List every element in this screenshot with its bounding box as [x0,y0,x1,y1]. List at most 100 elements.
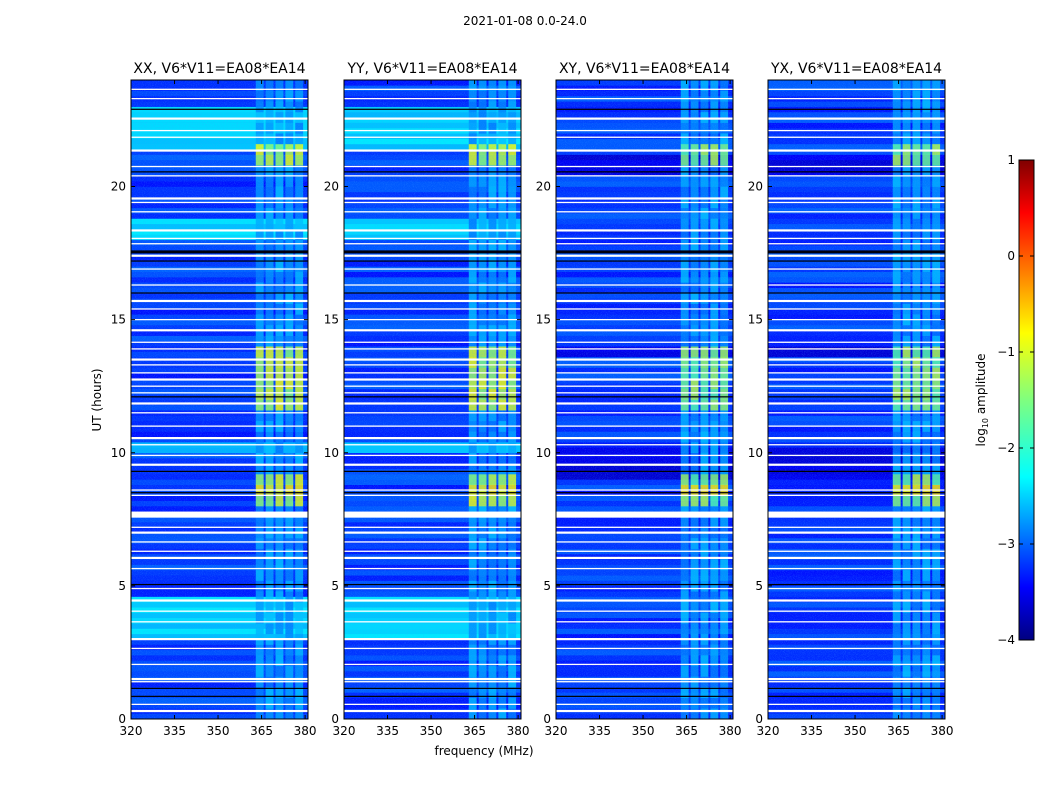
flagged-row [344,358,521,361]
flagged-row [556,284,733,286]
x-tick-label: 320 [120,724,143,738]
flagged-row [131,454,308,457]
noise-overlay [768,80,945,719]
dark-block [131,250,308,254]
colorbar-tick-label: −1 [997,345,1015,359]
flagged-row [556,444,733,446]
flagged-row [344,709,521,713]
flagged-row [768,364,945,366]
flagged-row [556,463,733,466]
flagged-row [556,243,733,245]
flagged-row [768,299,945,303]
flagged-row [131,638,308,641]
separator-row [344,470,521,472]
separator-row [556,687,733,689]
flagged-row [556,348,733,350]
flagged-row [768,165,945,168]
flagged-row [556,175,733,177]
flagged-row [556,556,733,560]
flagged-row [768,647,945,650]
separator-row [344,583,521,586]
panel-yx: YX, V6*V11=EA08*EA14 320 335 350 365 380 0 5 10 1… [748,61,954,738]
y-tick-label: 10 [111,446,126,460]
separator-row [131,583,308,586]
dark-block [344,250,521,254]
x-tick-label: 320 [757,724,780,738]
flagged-row [556,599,733,602]
separator-row [556,695,733,697]
flagged-row [344,494,521,496]
flagged-row [556,211,733,213]
panel-frame [555,79,734,720]
y-tick-label: 15 [111,313,126,327]
flagged-row [344,599,521,602]
flagged-row [768,358,945,361]
flagged-row [556,703,733,706]
flagged-row [344,437,521,440]
y-tick-label: 20 [111,180,126,194]
flagged-row [131,318,308,321]
colorbar-label: log10 amplitude [974,354,990,447]
flagged-row [344,243,521,245]
flagged-row [768,117,945,120]
flagged-row [768,444,945,446]
separator-row [556,171,733,173]
flagged-row [768,88,945,90]
flagged-row [344,621,521,623]
separator-row [131,687,308,689]
flagged-row [768,329,945,332]
flagged-row [344,385,521,387]
flagged-row [556,136,733,138]
flagged-row [768,531,945,534]
separator-row [131,260,308,262]
flagged-row [768,454,945,457]
flagged-row [556,587,733,590]
panel-title: YY, V6*V11=EA08*EA14 [346,61,517,77]
flagged-row [131,299,308,303]
flagged-row [344,136,521,138]
flagged-block [131,512,308,518]
flagged-row [131,567,308,570]
flagged-row [556,88,733,90]
y-tick-label: 15 [748,313,763,327]
colorbar: 1 0 −1 −2 −3 −4 log10 amplitude [974,153,1035,647]
flagged-row [768,97,945,100]
x-tick-label: 365 [675,724,698,738]
panel-title: XX, V6*V11=EA08*EA14 [133,61,305,77]
x-tick-label: 380 [507,724,530,738]
flagged-row [131,211,308,213]
flagged-row [344,197,521,200]
flagged-row [556,392,733,394]
flagged-row [131,531,308,534]
flagged-row [131,243,308,245]
separator-row [556,583,733,586]
flagged-row [131,556,308,560]
flagged-row [768,489,945,491]
flagged-row [344,237,521,240]
separator-row [768,260,945,262]
flagged-block [768,512,945,518]
flagged-row [131,385,308,387]
x-tick-label: 320 [333,724,356,738]
flagged-row [768,254,945,257]
separator-row [556,108,733,110]
separator-row [131,396,308,398]
separator-row [768,396,945,398]
flagged-row [131,175,308,177]
separator-row [556,470,733,472]
panel-frame [130,79,309,720]
flagged-row [131,237,308,240]
flagged-row [768,149,945,152]
flagged-row [344,647,521,650]
colorbar-tick-label: 1 [1007,153,1015,167]
flagged-row [344,308,521,310]
flagged-row [131,284,308,286]
y-tick-label: 10 [324,446,339,460]
flagged-row [344,703,521,706]
flagged-row [344,372,521,374]
y-tick-label: 20 [748,180,763,194]
flagged-row [344,444,521,446]
flagged-row [556,425,733,427]
flagged-row [131,463,308,466]
flagged-row [768,638,945,641]
